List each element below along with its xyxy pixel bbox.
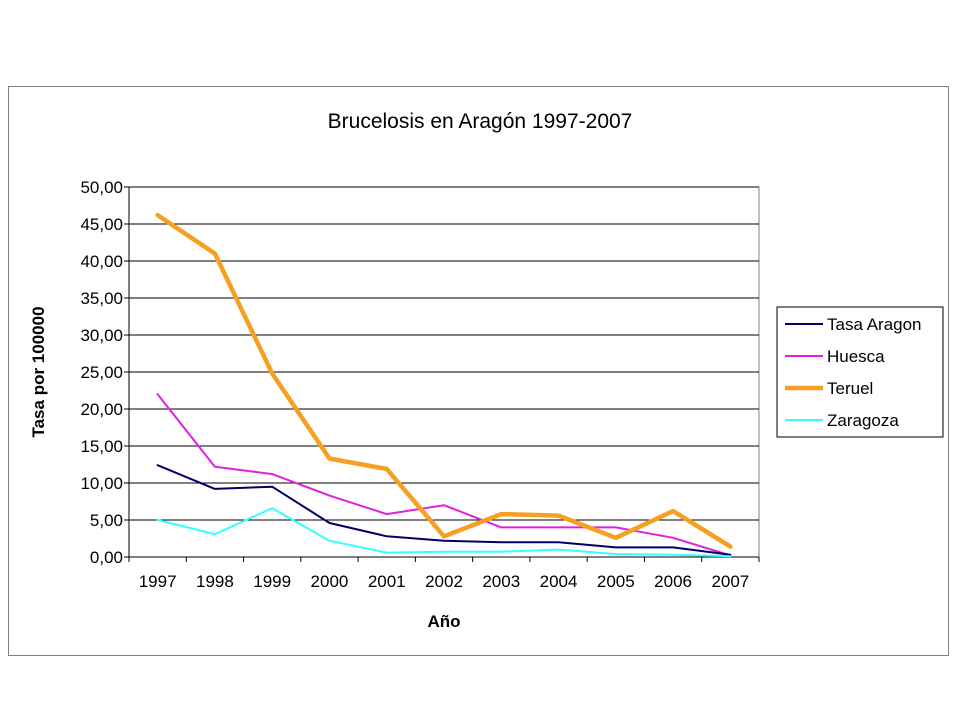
y-tick-label: 50,00: [80, 178, 123, 197]
legend-label: Zaragoza: [827, 411, 899, 430]
y-tick-label: 35,00: [80, 289, 123, 308]
x-tick-label: 1997: [139, 572, 177, 591]
y-tick-label: 20,00: [80, 400, 123, 419]
x-tick-label: 2000: [311, 572, 349, 591]
y-tick-label: 45,00: [80, 215, 123, 234]
x-tick-label: 2001: [368, 572, 406, 591]
x-tick-label: 2003: [482, 572, 520, 591]
chart-frame: Brucelosis en Aragón 1997-2007 0,00 5,00 1…: [8, 86, 949, 656]
y-tick-label: 25,00: [80, 363, 123, 382]
chart-title: Brucelosis en Aragón 1997-2007: [328, 110, 633, 133]
x-tick-label: 2005: [597, 572, 635, 591]
x-axis-label: Año: [427, 612, 460, 631]
y-axis-label: Tasa por 100000: [29, 306, 48, 437]
y-tick-label: 30,00: [80, 326, 123, 345]
legend-label: Tasa Aragon: [827, 315, 922, 334]
y-tick-label: 10,00: [80, 474, 123, 493]
legend-label: Huesca: [827, 347, 885, 366]
line-chart: Brucelosis en Aragón 1997-2007 0,00 5,00 1…: [29, 110, 944, 631]
y-tick-label: 40,00: [80, 252, 123, 271]
legend-box: [776, 306, 944, 438]
legend-label: Teruel: [827, 379, 873, 398]
x-tick-label: 2004: [540, 572, 578, 591]
series-lines: [155, 212, 733, 558]
y-tick-label: 5,00: [90, 511, 123, 530]
x-tick-label: 2002: [425, 572, 463, 591]
series-line-tasa-aragon: [156, 464, 732, 556]
axes: 0,00 5,00 10,00 15,00 20,00 25,00 30,00 35,00 40…: [80, 178, 760, 591]
series-line-teruel: [155, 212, 733, 549]
x-tick-label: 2007: [711, 572, 749, 591]
x-tick-label: 2006: [654, 572, 692, 591]
x-tick-label: 1999: [253, 572, 291, 591]
legend: Tasa Aragon Huesca Teruel Zaragoza: [776, 306, 944, 438]
y-tick-label: 0,00: [90, 548, 123, 567]
x-tick-label: 1998: [196, 572, 234, 591]
y-tick-label: 15,00: [80, 437, 123, 456]
series-line-zaragoza: [156, 507, 732, 558]
